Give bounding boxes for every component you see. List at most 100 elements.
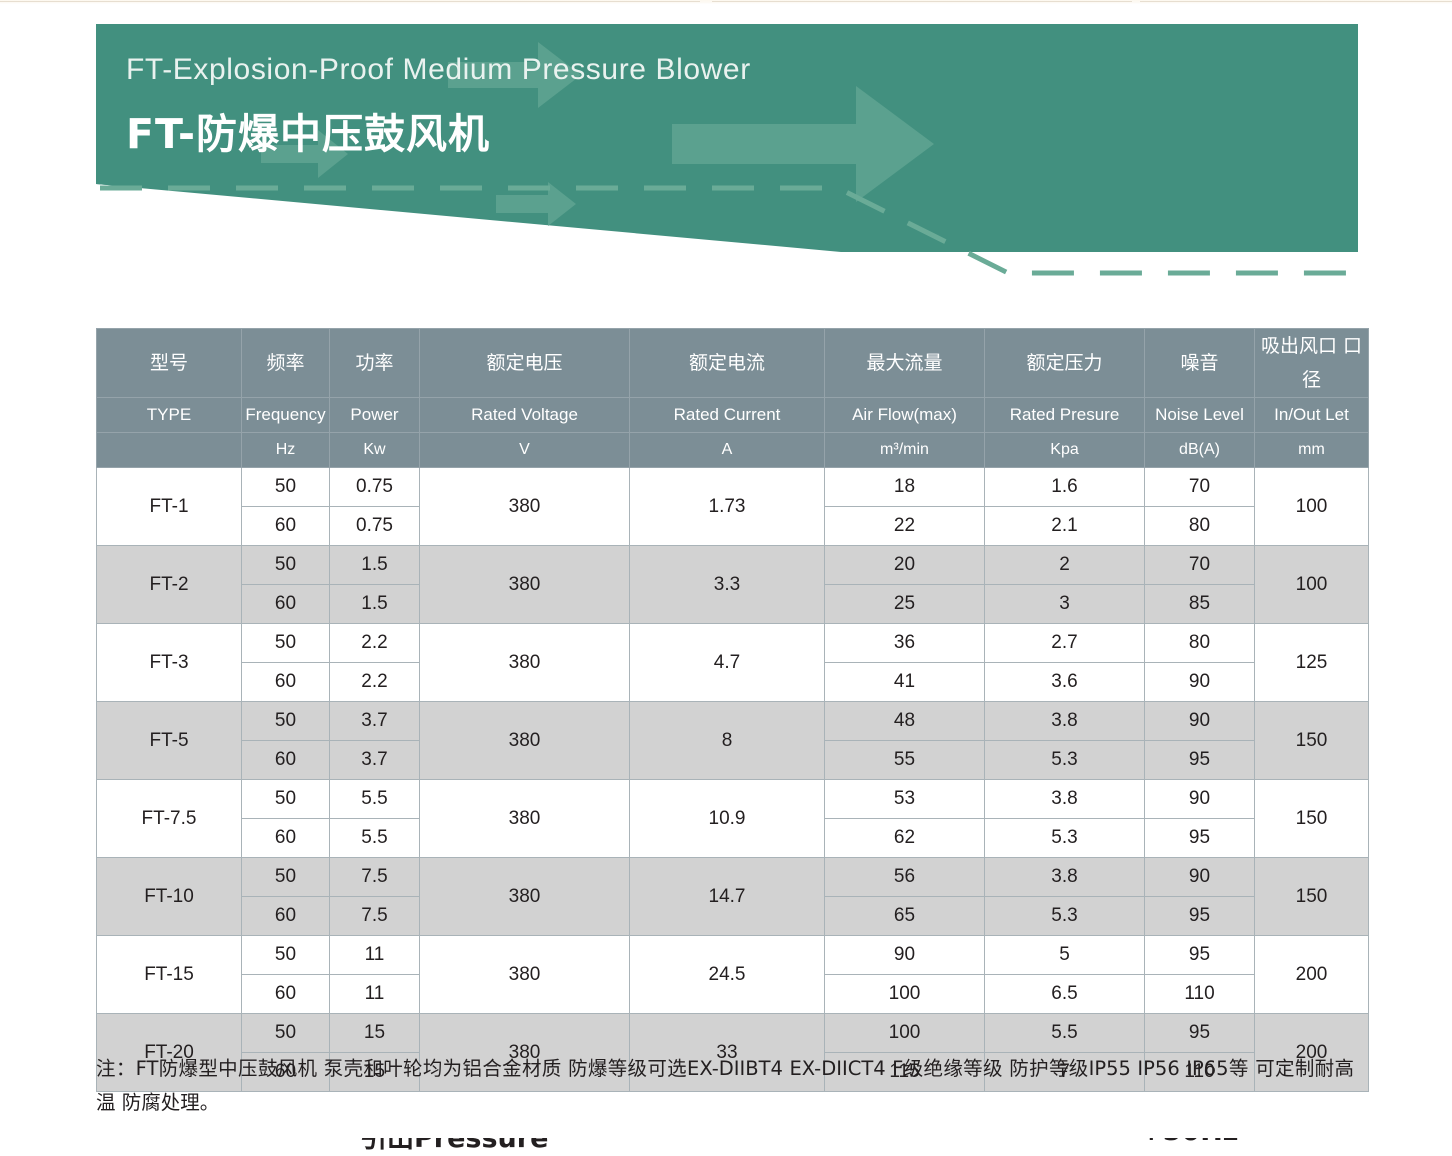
th-unit-voltage: V [419,432,630,468]
cell-noise: 95 [1144,1013,1255,1053]
cell-inout: 200 [1254,1013,1369,1092]
table-row: 60 15 115 7 110 [97,1052,1369,1092]
cell-pressure: 6.5 [984,974,1145,1014]
th-unit-type [96,432,242,468]
cell-current: 8 [629,701,825,780]
product-banner: FT-Explosion-Proof Medium Pressure Blowe… [96,24,1358,276]
th-en-pressure: Rated Presure [984,397,1145,433]
cell-frequency: 60 [241,662,330,702]
cell-power: 15 [329,1052,420,1092]
cell-airflow: 48 [824,701,985,741]
table-row: 60 5.5 62 5.3 95 [97,818,1369,858]
cell-airflow: 41 [824,662,985,702]
cell-airflow: 100 [824,974,985,1014]
cell-airflow: 90 [824,935,985,975]
cell-inout: 150 [1254,779,1369,858]
cell-frequency: 50 [241,935,330,975]
cell-power: 1.5 [329,584,420,624]
th-en-current: Rated Current [629,397,825,433]
cell-power: 7.5 [329,896,420,936]
cell-frequency: 60 [241,584,330,624]
cell-frequency: 50 [241,857,330,897]
th-en-power: Power [329,397,420,433]
cell-power: 1.5 [329,545,420,585]
cell-type: FT-20 [96,1013,242,1092]
cell-power: 3.7 [329,740,420,780]
cell-frequency: 50 [241,701,330,741]
cell-power: 0.75 [329,467,420,507]
cell-frequency: 50 [241,545,330,585]
table-row: 60 2.2 41 3.6 90 [97,662,1369,702]
cell-inout: 125 [1254,623,1369,702]
seam-segment-left [0,1,700,2]
cell-voltage: 380 [419,467,630,546]
th-cn-freq: 频率 [241,328,330,398]
page-top-seam [0,0,1452,4]
th-en-type: TYPE [96,397,242,433]
table-head: 型号 频率 功率 额定电压 额定电流 最大流量 额定压力 噪音 吸出风口 口径 … [96,328,1369,468]
cell-type: FT-2 [96,545,242,624]
th-unit-power: Kw [329,432,420,468]
specification-table: 型号 频率 功率 额定电压 额定电流 最大流量 额定压力 噪音 吸出风口 口径 … [96,328,1369,1092]
table-row: 60 3.7 55 5.3 95 [97,740,1369,780]
cell-frequency: 60 [241,506,330,546]
cell-pressure: 2.1 [984,506,1145,546]
cell-pressure: 3 [984,584,1145,624]
cell-noise: 70 [1144,545,1255,585]
cell-noise: 95 [1144,896,1255,936]
cell-noise: 90 [1144,779,1255,819]
th-en-freq: Frequency [241,397,330,433]
cut-off-label-right: +50Hz [1140,1138,1239,1147]
cell-frequency: 60 [241,818,330,858]
cell-power: 11 [329,935,420,975]
cell-voltage: 380 [419,701,630,780]
arrow-small-left-icon [261,130,348,178]
cell-current: 4.7 [629,623,825,702]
cell-frequency: 50 [241,1013,330,1053]
cell-current: 10.9 [629,779,825,858]
th-unit-freq: Hz [241,432,330,468]
cell-type: FT-1 [96,467,242,546]
cell-airflow: 62 [824,818,985,858]
table-row: FT-10 50 7.5 380 14.7 56 3.8 90 150 [96,857,1369,936]
seam-segment-center [712,1,1132,2]
cell-power: 0.75 [329,506,420,546]
cell-voltage: 380 [419,545,630,624]
th-unit-noise: dB(A) [1144,432,1255,468]
cell-noise: 110 [1144,1052,1255,1092]
cell-inout: 200 [1254,935,1369,1014]
cell-type: FT-7.5 [96,779,242,858]
table-body: FT-1 50 0.75 380 1.73 18 1.6 70 100 60 0.75 22 2.1 80… [96,467,1369,1092]
cell-inout: 100 [1254,545,1369,624]
cell-pressure: 5 [984,935,1145,975]
cell-noise: 90 [1144,662,1255,702]
cell-power: 2.2 [329,623,420,663]
th-cn-power: 功率 [329,328,420,398]
cell-airflow: 20 [824,545,985,585]
cell-airflow: 55 [824,740,985,780]
cell-noise: 85 [1144,584,1255,624]
table-row: FT-2 50 1.5 380 3.3 20 2 70 100 [96,545,1369,624]
cell-inout: 150 [1254,857,1369,936]
table-row: FT-20 50 15 380 33 100 5.5 95 200 [96,1013,1369,1092]
cell-voltage: 380 [419,857,630,936]
seam-segment-right [1140,1,1452,2]
th-unit-airflow: m³/min [824,432,985,468]
cell-voltage: 380 [419,623,630,702]
cell-noise: 90 [1144,701,1255,741]
banner-title-en: FT-Explosion-Proof Medium Pressure Blowe… [126,53,751,86]
cut-off-label-left: 引出Pressure [360,1138,549,1154]
cell-pressure: 3.8 [984,857,1145,897]
table-row: 60 7.5 65 5.3 95 [97,896,1369,936]
th-cn-airflow: 最大流量 [824,328,985,398]
arrow-medium-icon [448,42,581,108]
table-row: 60 1.5 25 3 85 [97,584,1369,624]
cell-pressure: 5.3 [984,818,1145,858]
cell-airflow: 25 [824,584,985,624]
cell-airflow: 115 [824,1052,985,1092]
table-row: FT-1 50 0.75 380 1.73 18 1.6 70 100 [96,467,1369,546]
cell-frequency: 50 [241,467,330,507]
cell-type: FT-5 [96,701,242,780]
cell-voltage: 380 [419,935,630,1014]
banner-title-cn: FT-防爆中压鼓风机 [126,110,490,158]
